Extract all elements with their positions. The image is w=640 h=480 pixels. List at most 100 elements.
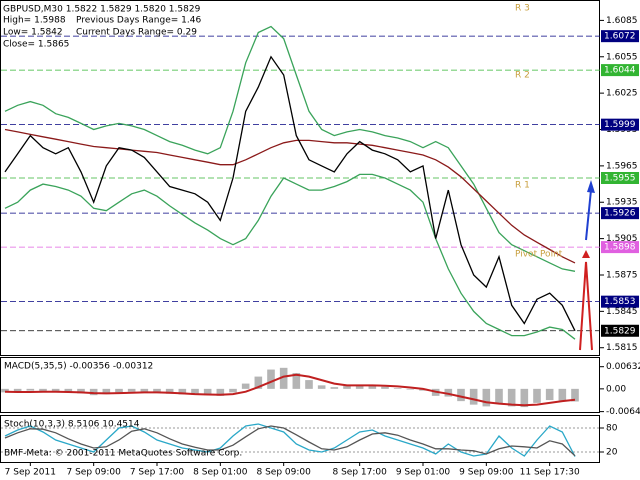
annotation: R 3 bbox=[515, 4, 530, 14]
price-level-label: 1.5829 bbox=[604, 326, 636, 336]
x-tick-label: 8 Sep 09:00 bbox=[256, 468, 311, 478]
y-tick-label: -0.00649 bbox=[606, 407, 640, 417]
histogram-bar bbox=[343, 386, 351, 389]
y-tick-label: 1.5965 bbox=[606, 161, 638, 171]
histogram-bar bbox=[317, 385, 326, 389]
series-line bbox=[4, 25, 576, 272]
histogram-bar bbox=[571, 388, 579, 402]
histogram-bar bbox=[178, 388, 187, 395]
info: Current Days Range= 0.29 bbox=[76, 28, 197, 38]
histogram-bar bbox=[1, 388, 9, 393]
y-tick-label: 1.5935 bbox=[606, 198, 638, 208]
histogram-bar bbox=[254, 376, 263, 389]
arrow-head bbox=[587, 180, 595, 193]
y-tick-label: 1.6085 bbox=[606, 16, 638, 26]
price-level-box bbox=[601, 295, 639, 308]
price-level-label: 1.5999 bbox=[604, 120, 636, 130]
signal-line bbox=[4, 373, 576, 407]
histogram-bar bbox=[267, 369, 275, 389]
x-tick-label: 9 Sep 09:00 bbox=[459, 468, 514, 478]
histogram-bar bbox=[355, 384, 364, 389]
histogram-bar bbox=[469, 388, 478, 405]
histogram-bar bbox=[203, 388, 212, 396]
price-level-label: 1.5955 bbox=[604, 174, 636, 184]
y-tick-label: 1.6025 bbox=[606, 89, 638, 99]
histogram-bar bbox=[457, 388, 465, 402]
histogram-bar bbox=[482, 388, 491, 407]
price-level-label: 1.5898 bbox=[604, 243, 636, 253]
chart-title: GBPUSD,M30 1.5822 1.5829 1.5820 1.5829 bbox=[3, 5, 201, 15]
histogram-bar bbox=[191, 388, 199, 395]
y-tick-label: 80 bbox=[606, 424, 618, 434]
price-level-label: 1.5926 bbox=[604, 209, 636, 219]
price-level-box bbox=[601, 172, 639, 184]
histogram-bar bbox=[533, 388, 541, 403]
price-level-box bbox=[601, 64, 639, 77]
histogram-bar bbox=[495, 388, 503, 404]
histogram-bar bbox=[51, 388, 60, 392]
histogram-bar bbox=[229, 388, 237, 393]
x-tick-label: 7 Sep 2011 bbox=[5, 468, 56, 478]
histogram-bar bbox=[13, 388, 22, 392]
price-level-box bbox=[601, 324, 639, 337]
info: Previous Days Range= 1.46 bbox=[76, 16, 201, 26]
histogram-bar bbox=[216, 388, 225, 396]
arrow-up bbox=[585, 189, 592, 241]
macd-title: MACD(5,35,5) -0.00356 -0.00312 bbox=[4, 362, 153, 372]
x-tick-label: 9 Sep 01:00 bbox=[396, 468, 451, 478]
histogram-bar bbox=[558, 388, 567, 401]
histogram-bar bbox=[165, 388, 174, 394]
series-line bbox=[4, 128, 576, 264]
histogram-bar bbox=[39, 388, 47, 391]
stoch-panel-border bbox=[0, 415, 600, 463]
price-level-label: 1.5853 bbox=[604, 297, 636, 307]
y-tick-label: 1.5905 bbox=[606, 234, 638, 244]
x-tick-label: 7 Sep 17:00 bbox=[130, 468, 185, 478]
histogram-bar bbox=[127, 388, 136, 392]
histogram-bar bbox=[305, 380, 313, 389]
y-tick-label: 1.5815 bbox=[606, 343, 638, 353]
info: Close= 1.5865 bbox=[3, 40, 69, 50]
price-level-label: 1.6072 bbox=[604, 32, 636, 42]
histogram-bar bbox=[507, 388, 516, 407]
y-tick-label: 1.6055 bbox=[606, 52, 638, 62]
histogram-bar bbox=[77, 388, 85, 394]
x-tick-label: 7 Sep 09:00 bbox=[66, 468, 121, 478]
series-line bbox=[4, 425, 576, 457]
histogram-bar bbox=[368, 385, 377, 389]
footer: BMF-Meta: © 2001-2011 MetaQuotes Softwar… bbox=[4, 449, 242, 459]
series-line bbox=[4, 55, 576, 332]
histogram-bar bbox=[406, 388, 415, 390]
y-tick-label: 1.5845 bbox=[606, 307, 638, 317]
marks bbox=[1, 25, 600, 457]
price-level-box bbox=[601, 207, 639, 220]
histogram-bar bbox=[241, 383, 250, 389]
histogram-bar bbox=[115, 388, 123, 393]
histogram-bar bbox=[64, 388, 73, 393]
arrow-down bbox=[579, 261, 593, 351]
histogram-bar bbox=[140, 388, 149, 393]
histogram-bar bbox=[393, 388, 402, 389]
y-tick-label: 0.00 bbox=[606, 384, 626, 394]
info: High= 1.5988 bbox=[3, 16, 66, 26]
histogram-bar bbox=[26, 388, 35, 391]
annotation: R 2 bbox=[515, 71, 530, 81]
histogram-bar bbox=[102, 388, 111, 395]
annotation: Pivot Point bbox=[515, 250, 563, 260]
price-level-label: 1.6044 bbox=[604, 66, 636, 76]
series-line bbox=[4, 173, 576, 340]
x-tick-label: 11 Sep 17:30 bbox=[520, 468, 580, 478]
price-level-box bbox=[601, 241, 639, 254]
histogram-bar bbox=[279, 367, 288, 389]
histogram-bar bbox=[330, 387, 339, 389]
macd-panel-border bbox=[0, 357, 600, 413]
histogram-bar bbox=[89, 388, 98, 396]
histogram-bar bbox=[381, 386, 389, 389]
x-tick-label: 8 Sep 01:00 bbox=[193, 468, 248, 478]
price-level-box bbox=[601, 30, 639, 43]
annotation: R 1 bbox=[515, 181, 530, 191]
histogram-bar bbox=[153, 388, 161, 393]
series-line bbox=[4, 423, 576, 457]
x-tick-label: 8 Sep 17:00 bbox=[332, 468, 387, 478]
